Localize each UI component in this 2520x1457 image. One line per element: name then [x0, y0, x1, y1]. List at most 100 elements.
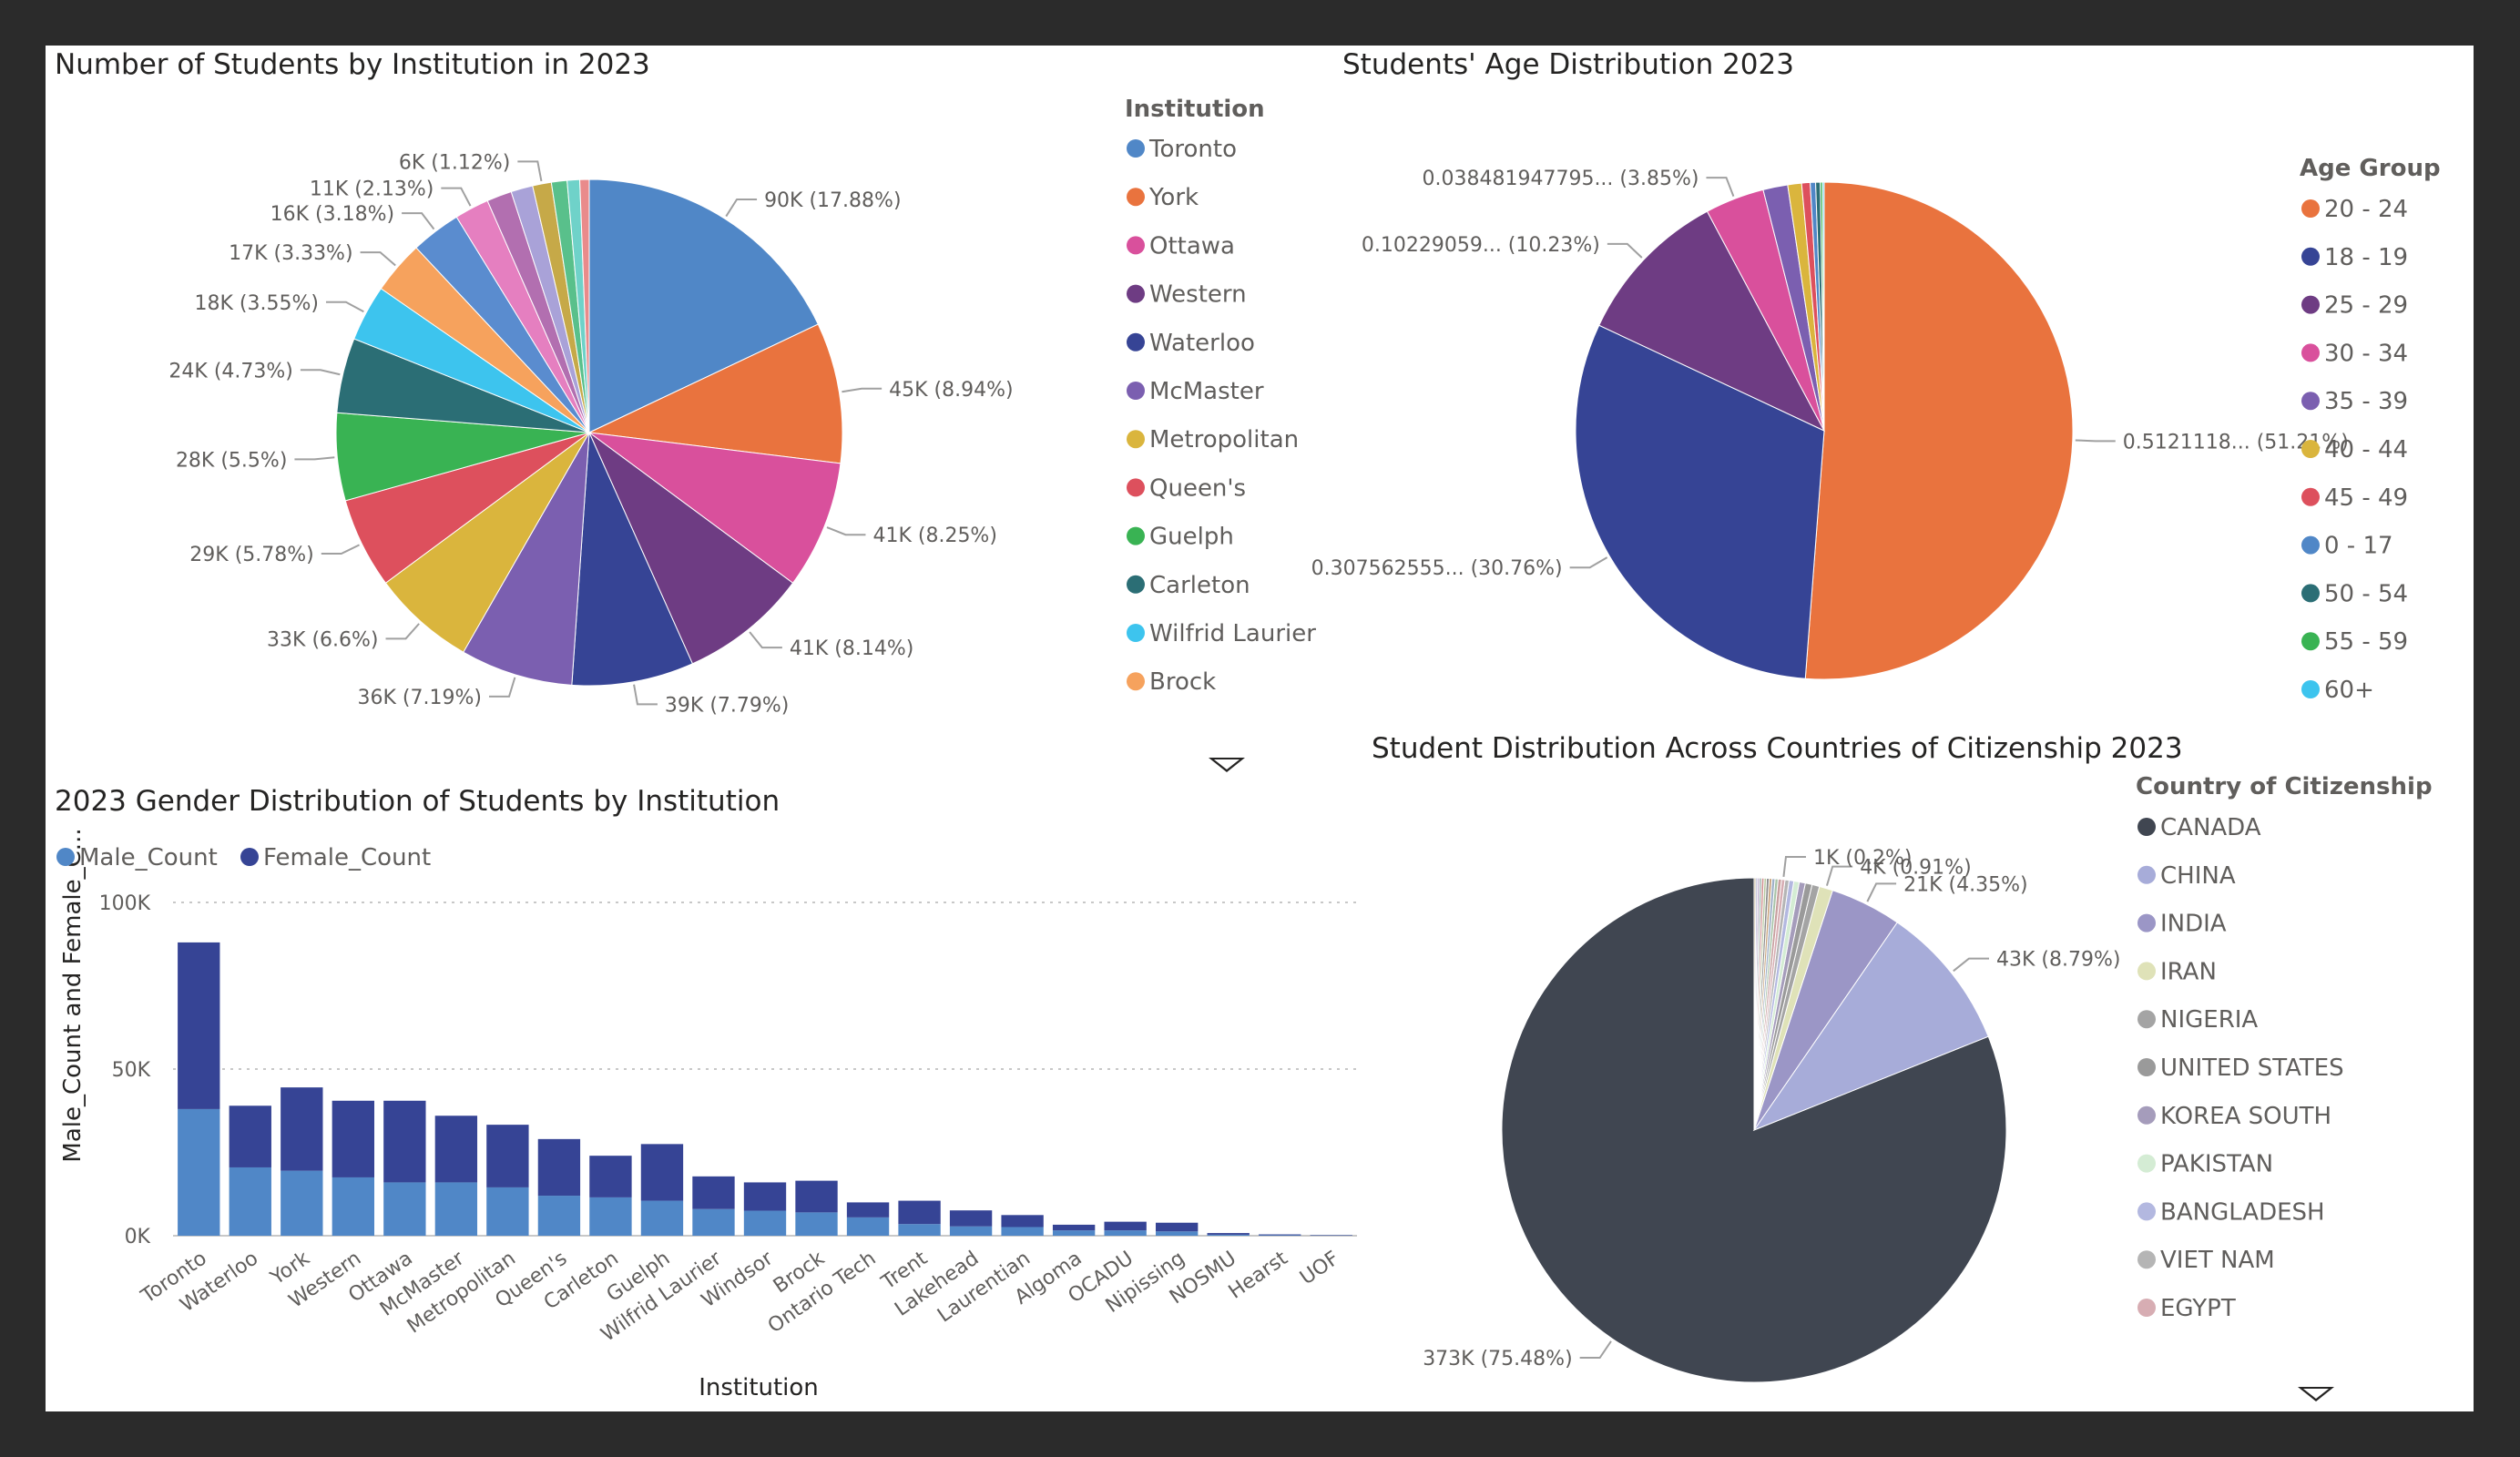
age-pie-legend-marker-0 [2301, 199, 2320, 218]
institution-pie-leader-7 [321, 544, 360, 555]
bar-Male_Count-7 [537, 1196, 581, 1236]
institution-pie-label-7: 29K (5.78%) [189, 544, 313, 566]
bar-Male_Count-3 [332, 1177, 374, 1236]
citizenship-pie-label-1: 43K (8.79%) [1996, 949, 2120, 972]
institution-pie-leader-11 [360, 251, 396, 267]
age-pie-leader-1 [1569, 556, 1608, 569]
institution-pie-label-5: 36K (7.19%) [358, 687, 482, 709]
bar-Male_Count-19 [1156, 1231, 1199, 1236]
institution-pie-leader-3 [749, 631, 782, 649]
age-pie-label-2: 0.10229059... (10.23%) [1362, 234, 1600, 257]
citizenship-pie-leader-1 [1953, 957, 1990, 973]
citizenship-pie-legend-label-7: PAKISTAN [2160, 1151, 2273, 1178]
age-pie-slice-10 [1821, 181, 1825, 432]
institution-pie-legend-label-10: Wilfrid Laurier [1149, 620, 1316, 647]
bar-Male_Count-11 [743, 1210, 787, 1236]
bar-Male_Count-8 [589, 1197, 632, 1236]
institution-pie-legend-marker-3 [1127, 284, 1145, 303]
bar-Male_Count-6 [486, 1187, 529, 1236]
age-pie-legend-marker-2 [2301, 295, 2320, 314]
institution-pie-leader-12 [402, 212, 435, 230]
institution-pie-leader-5 [488, 677, 516, 698]
citizenship-pie-legend-marker-7 [2137, 1154, 2156, 1173]
citizenship-pie-legend-label-5: UNITED STATES [2160, 1055, 2344, 1082]
institution-pie-slice-6 [384, 432, 590, 653]
bar-Male_Count-9 [640, 1200, 684, 1236]
citizenship-pie-legend-label-10: EGYPT [2160, 1295, 2236, 1322]
legend-scroll-down-icon-inner [1214, 759, 1240, 769]
institution-pie-legend-label-0: Toronto [1148, 136, 1237, 163]
citizenship-pie-leader-0 [1579, 1340, 1612, 1360]
age-pie-legend-label-3: 30 - 34 [2324, 340, 2408, 367]
bar-legend-marker-1 [240, 848, 259, 866]
institution-pie-legend-label-4: Waterloo [1149, 330, 1255, 357]
bar-Female_Count-9 [640, 1144, 684, 1201]
citizenship-pie-legend-label-4: NIGERIA [2160, 1006, 2258, 1034]
institution-pie-legend-marker-6 [1127, 430, 1145, 449]
age-pie-legend-marker-10 [2301, 680, 2320, 698]
age-pie-legend-label-10: 60+ [2324, 677, 2374, 704]
age-pie-legend-label-6: 45 - 49 [2324, 484, 2408, 512]
citizenship-legend-scroll-down-icon-inner [2303, 1389, 2329, 1399]
citizenship-pie-legend-marker-10 [2137, 1299, 2156, 1317]
bar-Male_Count-10 [692, 1208, 735, 1236]
age-pie-legend-marker-9 [2301, 632, 2320, 651]
institution-pie-legend-marker-2 [1127, 236, 1145, 255]
citizenship-pie-legend-label-6: KOREA SOUTH [2160, 1103, 2331, 1130]
age-pie-legend-marker-6 [2301, 487, 2320, 506]
institution-pie-slice-5 [463, 432, 590, 686]
institution-pie-legend-marker-11 [1127, 672, 1145, 691]
institution-pie-legend-label-9: Carleton [1149, 572, 1250, 599]
institution-pie-slice-19 [579, 178, 590, 433]
institution-pie-label-8: 28K (5.5%) [176, 449, 287, 472]
institution-pie-label-16: 6K (1.12%) [399, 151, 510, 174]
institution-pie-label-0: 90K (17.88%) [764, 189, 901, 212]
bar-Female_Count-13 [846, 1202, 890, 1218]
institution-pie-leader-9 [300, 369, 341, 376]
institution-pie-legend-marker-0 [1127, 139, 1145, 158]
bar-legend-label-1: Female_Count [263, 844, 431, 871]
citizenship-pie-legend-marker-2 [2137, 913, 2156, 932]
bar-Male_Count-13 [846, 1217, 890, 1236]
institution-pie-legend-marker-1 [1127, 188, 1145, 207]
institution-legend-title: Institution [1125, 96, 1265, 123]
bar-Female_Count-7 [537, 1138, 581, 1197]
bar-Female_Count-14 [898, 1200, 941, 1225]
bar-Female_Count-8 [589, 1156, 632, 1197]
bar-Male_Count-20 [1207, 1234, 1250, 1236]
bar-Female_Count-6 [486, 1125, 529, 1187]
institution-pie-leader-2 [826, 526, 866, 536]
bar-Female_Count-10 [692, 1176, 735, 1209]
bar-Male_Count-16 [1001, 1227, 1044, 1236]
citizenship-pie-legend-marker-0 [2137, 818, 2156, 836]
institution-pie-label-12: 16K (3.18%) [270, 203, 394, 226]
institution-pie-slice-1 [587, 323, 843, 464]
citizenship-pie-legend-marker-8 [2137, 1202, 2156, 1221]
citizenship-pie-label-10: 1K (0.2%) [1813, 847, 1912, 870]
bar-y-axis-title: Male_Count and Female_C... [59, 828, 87, 1162]
age-pie-leader-3 [1706, 177, 1735, 197]
institution-pie-legend-label-11: Brock [1149, 668, 1216, 696]
bar-Female_Count-0 [178, 942, 220, 1109]
citizenship-pie-title: Student Distribution Across Countries of… [1372, 732, 2183, 765]
citizenship-pie-legend-marker-1 [2137, 865, 2156, 884]
bar-Male_Count-0 [178, 1108, 220, 1236]
age-pie-leader-2 [1607, 242, 1643, 259]
citizenship-pie-label-0: 373K (75.48%) [1423, 1348, 1572, 1370]
bar-Male_Count-5 [434, 1182, 478, 1236]
bar-y-tick-2: 100K [99, 892, 151, 915]
institution-pie-leader-10 [325, 301, 364, 313]
bar-Female_Count-18 [1104, 1221, 1147, 1231]
institution-pie-slice-3 [587, 431, 794, 665]
institution-pie-legend-marker-8 [1127, 526, 1145, 545]
institution-pie-legend-marker-10 [1127, 624, 1145, 642]
bar-Female_Count-5 [434, 1116, 478, 1183]
institution-pie-label-2: 41K (8.25%) [872, 525, 996, 547]
institution-pie-legend-label-1: York [1148, 184, 1199, 211]
institution-pie-legend-marker-7 [1127, 478, 1145, 497]
citizenship-pie-legend-label-8: BANGLADESH [2160, 1198, 2325, 1226]
dashboard-canvas: Number of Students by Institution in 202… [46, 46, 2474, 1411]
bar-Female_Count-20 [1207, 1233, 1250, 1235]
age-pie-legend-label-1: 18 - 19 [2324, 244, 2408, 271]
institution-pie-leader-6 [385, 623, 420, 640]
